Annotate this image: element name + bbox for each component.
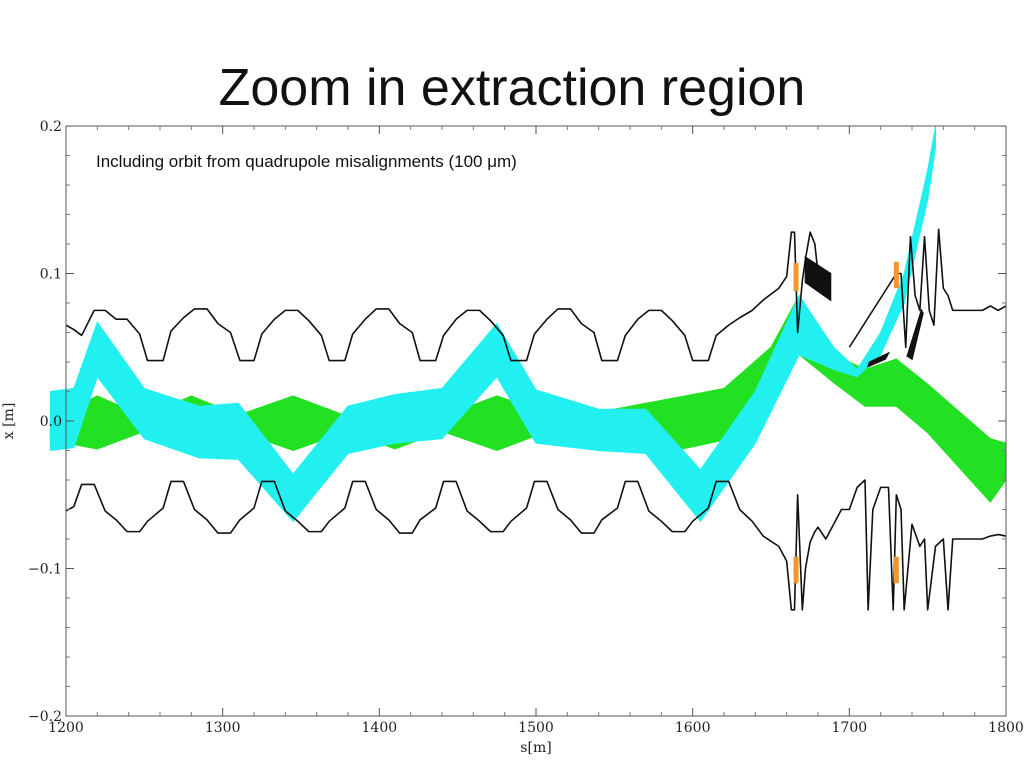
x-tick-label: 1500 — [518, 720, 554, 736]
x-tick-label: 1700 — [832, 720, 868, 736]
chart-annotation: Including orbit from quadrupole misalign… — [96, 152, 517, 171]
y-tick-label: 0.1 — [40, 267, 62, 283]
y-tick-label: 0.0 — [40, 414, 62, 430]
series-layer — [49, 125, 1007, 611]
septum-block-3 — [906, 308, 924, 361]
y-axis-label: x [m] — [1, 403, 17, 440]
y-tick-label: −0.1 — [28, 562, 62, 578]
x-tick-label: 1300 — [205, 720, 241, 736]
aperture-upper-right-line — [848, 228, 1007, 349]
aperture-lower-right-line — [832, 479, 1007, 611]
beam-band-cyan — [49, 125, 936, 523]
y-tick-label: −0.2 — [28, 709, 62, 725]
aperture-lower-line — [65, 480, 835, 611]
y-tick-label: 0.2 — [40, 119, 62, 135]
x-tick-label: 1600 — [675, 720, 711, 736]
tick-layer: 1200 1300 1400 1500 1600 1700 1800 −0.2 −0.1 0.0 0… — [28, 119, 1024, 736]
septum-block-2 — [866, 351, 891, 368]
slide-title: Zoom in extraction region — [218, 59, 806, 117]
x-tick-label: 1400 — [362, 720, 398, 736]
x-axis-label: s[m] — [520, 740, 551, 756]
x-tick-label: 1800 — [988, 720, 1024, 736]
aperture-upper-line — [65, 231, 819, 362]
septum-block-1 — [804, 255, 832, 302]
x-tick-label: 1200 — [48, 720, 84, 736]
